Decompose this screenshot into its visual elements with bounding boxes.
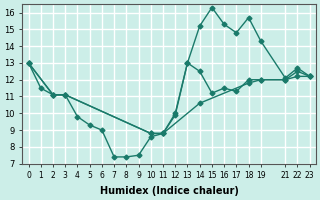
- X-axis label: Humidex (Indice chaleur): Humidex (Indice chaleur): [100, 186, 239, 196]
